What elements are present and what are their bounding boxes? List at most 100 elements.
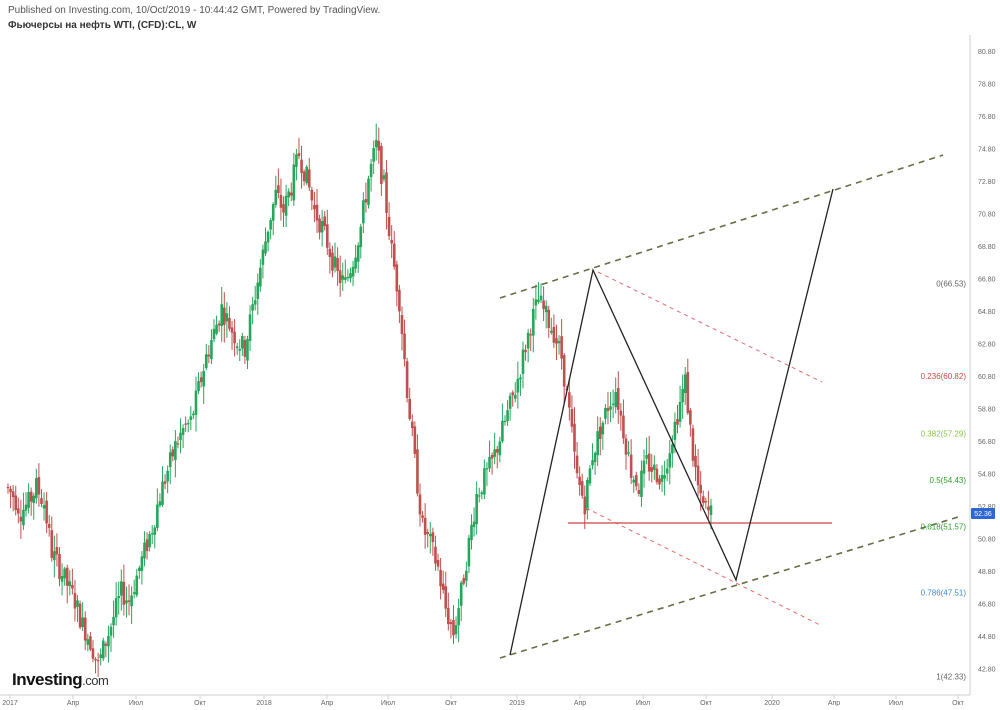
- candle-body: [279, 194, 283, 208]
- channel-lower-line[interactable]: [499, 516, 959, 659]
- candle-body: [622, 415, 625, 439]
- candle-body: [645, 455, 648, 459]
- candle-body: [678, 401, 682, 422]
- zigzag-pattern[interactable]: [509, 188, 834, 656]
- candle-body: [323, 216, 327, 227]
- candle-body: [575, 455, 579, 474]
- candle-body: [477, 495, 481, 497]
- candle-body: [313, 204, 316, 210]
- candle-body: [63, 568, 66, 579]
- candle-body: [580, 481, 584, 496]
- candle-body: [583, 496, 587, 515]
- candle-body: [217, 323, 221, 326]
- candle-body: [104, 643, 108, 646]
- candle-body: [89, 636, 92, 650]
- candle-body: [238, 348, 242, 351]
- candle-body: [192, 413, 195, 416]
- candle-body: [156, 504, 159, 528]
- candle-body: [629, 454, 633, 478]
- candle-body: [189, 416, 193, 420]
- candle-body: [524, 349, 527, 353]
- candle-body: [45, 500, 48, 524]
- y-tick-label: 76.80: [978, 114, 996, 121]
- candle-body: [647, 453, 651, 472]
- candle-body: [197, 381, 200, 392]
- candle-body: [609, 406, 612, 410]
- candle-body: [233, 331, 236, 344]
- candle-body: [145, 539, 149, 552]
- candle-body: [671, 444, 674, 454]
- candle-body: [660, 475, 664, 482]
- candle-body: [225, 313, 229, 322]
- candle-body: [99, 654, 102, 659]
- wedge-lower-line[interactable]: [585, 507, 823, 627]
- candle-body: [601, 422, 605, 435]
- y-tick-label: 78.80: [978, 81, 996, 88]
- x-tick-label: Апр: [67, 700, 79, 707]
- logo-text: Investing: [12, 670, 83, 689]
- candle-body: [186, 423, 190, 425]
- candle-body: [689, 410, 692, 425]
- candle-body: [593, 452, 597, 463]
- candle-body: [302, 171, 306, 182]
- x-tick-label: Апр: [574, 700, 586, 707]
- candle-body: [493, 449, 496, 457]
- candle-body: [171, 449, 175, 457]
- candle-body: [550, 330, 553, 333]
- candle-body: [65, 567, 69, 586]
- candle-body: [318, 218, 321, 233]
- wedge-upper-line[interactable]: [597, 271, 823, 383]
- candle-body: [436, 560, 440, 567]
- candle-body: [488, 457, 491, 469]
- candle-body: [374, 139, 378, 148]
- candle-body: [310, 189, 314, 201]
- x-tick-label: Апр: [828, 700, 840, 707]
- candle-body: [94, 658, 97, 661]
- candle-body: [354, 257, 357, 269]
- candle-body: [395, 264, 399, 292]
- candle-body: [560, 336, 563, 359]
- x-tick-label: Окт: [700, 700, 713, 707]
- candle-body: [385, 172, 388, 213]
- y-tick-label: 46.80: [978, 601, 996, 608]
- candle-body: [408, 398, 411, 419]
- candle-body: [480, 492, 484, 495]
- candle-body: [29, 491, 33, 502]
- candle-body: [300, 159, 303, 173]
- candle-body: [709, 505, 713, 516]
- candle-body: [691, 428, 695, 461]
- candle-body: [604, 407, 607, 419]
- candle-body: [14, 495, 18, 511]
- fib-level-label: 0.618(51.57): [921, 522, 967, 531]
- candle-body: [24, 504, 28, 511]
- candle-body: [511, 392, 514, 396]
- candle-body: [55, 547, 59, 555]
- candle-body: [305, 166, 308, 184]
- candle-body: [60, 575, 64, 582]
- candle-body: [537, 299, 540, 302]
- candle-body: [117, 596, 121, 599]
- channel-upper-line[interactable]: [499, 154, 944, 299]
- candle-body: [266, 231, 270, 243]
- candle-body: [253, 300, 257, 305]
- y-tick-label: 42.80: [978, 666, 996, 673]
- candle-body: [519, 377, 522, 380]
- candle-body: [398, 289, 401, 312]
- candle-body: [441, 583, 445, 590]
- candle-body: [472, 521, 476, 527]
- candle-body: [598, 426, 602, 439]
- candle-body: [616, 388, 620, 410]
- candle-body: [120, 581, 123, 596]
- candle-body: [526, 332, 530, 349]
- candle-body: [127, 600, 131, 602]
- candle-body: [627, 452, 630, 454]
- candle-body: [359, 226, 363, 248]
- candle-body: [235, 346, 239, 349]
- y-tick-label: 50.80: [978, 536, 996, 543]
- fib-level-label: 1(42.33): [936, 673, 966, 682]
- candle-body: [544, 305, 548, 313]
- candle-body: [71, 584, 74, 589]
- candle-body: [534, 299, 538, 306]
- x-tick-label: Апр: [321, 700, 333, 707]
